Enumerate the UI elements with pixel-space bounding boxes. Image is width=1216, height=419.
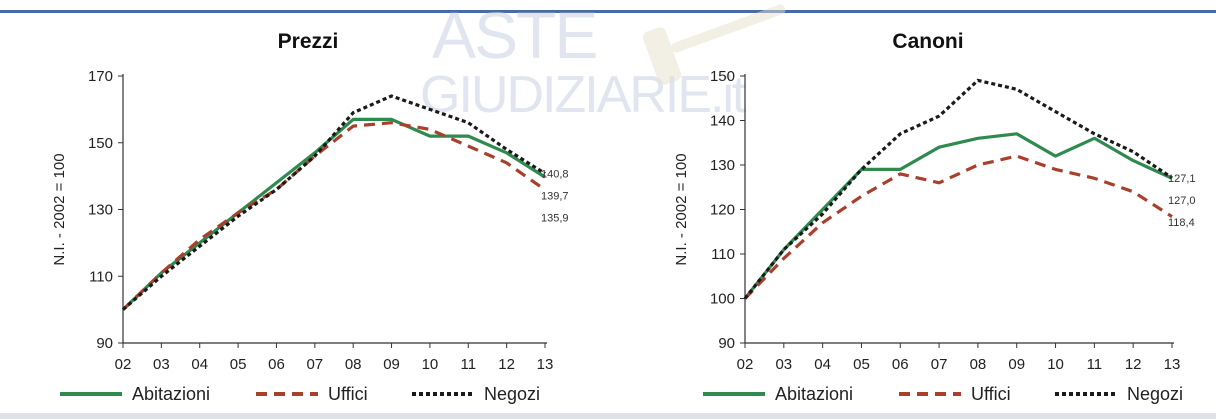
chart-prezzi: Prezzi N.I. - 2002 = 100 90 110 130 150 170 02 0… [51,30,569,404]
y-axis-label: N.I. - 2002 = 100 [673,153,690,265]
x-tick-label: 07 [306,356,323,373]
chart-title: Canoni [892,30,963,53]
legend-label-abitazioni: Abitazioni [132,384,210,404]
y-axis-label: N.I. - 2002 = 100 [51,153,68,265]
x-tick-label: 11 [1087,356,1103,373]
gavel-logo-icon [642,4,786,85]
x-tick-label: 05 [230,356,247,373]
end-value-label: 118,4 [1168,217,1195,229]
legend-label-negozi: Negozi [484,384,540,404]
y-tick-label: 90 [718,335,735,352]
y-tick-label: 100 [710,291,735,308]
x-tick-label: 08 [970,356,987,373]
x-tick-label: 03 [153,356,170,373]
y-tick-label: 130 [88,202,113,219]
x-tick-label: 13 [1164,356,1181,373]
x-tick-label: 04 [814,356,831,373]
y-tick-label: 130 [710,157,735,174]
chart-canoni: Canoni N.I. - 2002 = 100 90 100 110 120 130 140… [673,30,1196,404]
x-tick-label: 09 [1008,356,1025,373]
x-tick-label: 06 [892,356,909,373]
x-tick-label: 12 [498,356,515,373]
chart-title: Prezzi [278,30,339,53]
series-line-abitazioni [121,117,546,311]
y-tick-label: 150 [88,135,113,152]
y-tick-label: 140 [710,113,735,130]
x-tick-label: 02 [115,356,132,373]
x-tick-label: 05 [853,356,870,373]
x-tick-label: 06 [268,356,285,373]
x-tick-label: 04 [191,356,208,373]
x-tick-label: 13 [537,356,554,373]
x-tick-label: 09 [383,356,400,373]
watermark: ASTE GIUDIZIARIE.it [420,0,786,124]
series-line-uffici [121,121,546,311]
x-tick-label: 07 [931,356,948,373]
x-tick-label: 11 [460,356,476,373]
series-line-negozi [121,94,546,311]
legend-label-uffici: Uffici [971,384,1011,404]
series-line-abitazioni [743,132,1173,300]
watermark-line1: ASTE [432,0,596,72]
end-value-label: 140,8 [541,168,569,180]
x-tick-label: 10 [1047,356,1064,373]
end-value-label: 139,7 [541,190,569,202]
y-tick-label: 120 [710,202,735,219]
x-tick-label: 03 [775,356,792,373]
y-tick-label: 90 [96,335,113,352]
x-tick-label: 10 [422,356,439,373]
x-tick-label: 02 [737,356,754,373]
end-value-label: 127,0 [1168,195,1196,207]
y-tick-label: 150 [710,68,735,85]
legend-label-negozi: Negozi [1127,384,1183,404]
end-value-label: 135,9 [541,212,569,224]
legend-label-uffici: Uffici [328,384,368,404]
y-tick-label: 110 [89,268,113,285]
x-tick-label: 08 [345,356,362,373]
y-tick-label: 170 [88,68,113,85]
x-tick-label: 12 [1125,356,1142,373]
legend-label-abitazioni: Abitazioni [775,384,853,404]
end-value-label: 127,1 [1168,173,1196,185]
bottom-band [0,413,1216,419]
y-tick-label: 110 [711,246,735,263]
watermark-line2: GIUDIZIARIE.it [420,66,747,124]
series-line-negozi [743,78,1173,300]
top-rule [0,10,1216,13]
series-line-uffici [743,154,1173,300]
